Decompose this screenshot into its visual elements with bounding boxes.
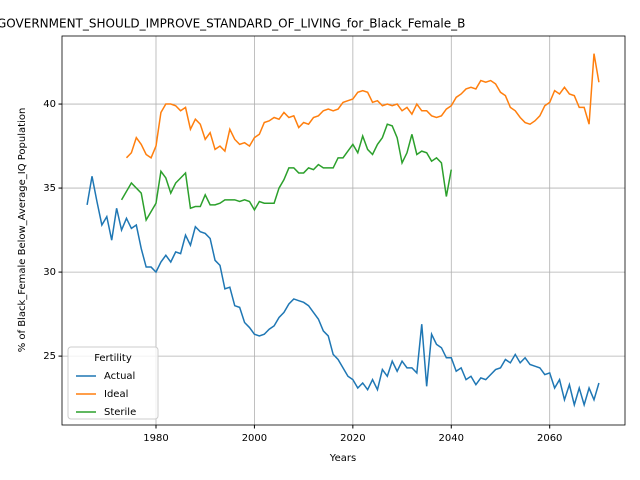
chart-title: GOVERNMENT_SHOULD_IMPROVE_STANDARD_OF_LI… <box>0 17 465 31</box>
y-tick-label: 30 <box>43 267 56 278</box>
line-series <box>125 53 600 159</box>
x-tick-label: 2060 <box>537 433 562 444</box>
x-axis-label: Years <box>329 453 356 464</box>
legend-label: Sterile <box>104 407 136 418</box>
legend-box <box>67 346 159 420</box>
plot-frame <box>61 35 626 426</box>
y-axis-label: % of Black_Female Below_Average_IQ Popul… <box>17 108 28 353</box>
line-series <box>120 123 453 223</box>
x-tick-label: 1980 <box>143 433 168 444</box>
legend-title: Fertility <box>94 353 132 364</box>
legend-label: Ideal <box>104 389 128 400</box>
y-tick-label: 40 <box>43 99 56 110</box>
x-tick-label: 2020 <box>340 433 365 444</box>
legend-label: Actual <box>104 371 135 382</box>
y-tick-label: 25 <box>43 351 56 362</box>
y-tick-label: 35 <box>43 183 56 194</box>
x-tick-label: 2040 <box>439 433 464 444</box>
x-tick-label: 2000 <box>242 433 267 444</box>
line-series <box>86 176 600 408</box>
